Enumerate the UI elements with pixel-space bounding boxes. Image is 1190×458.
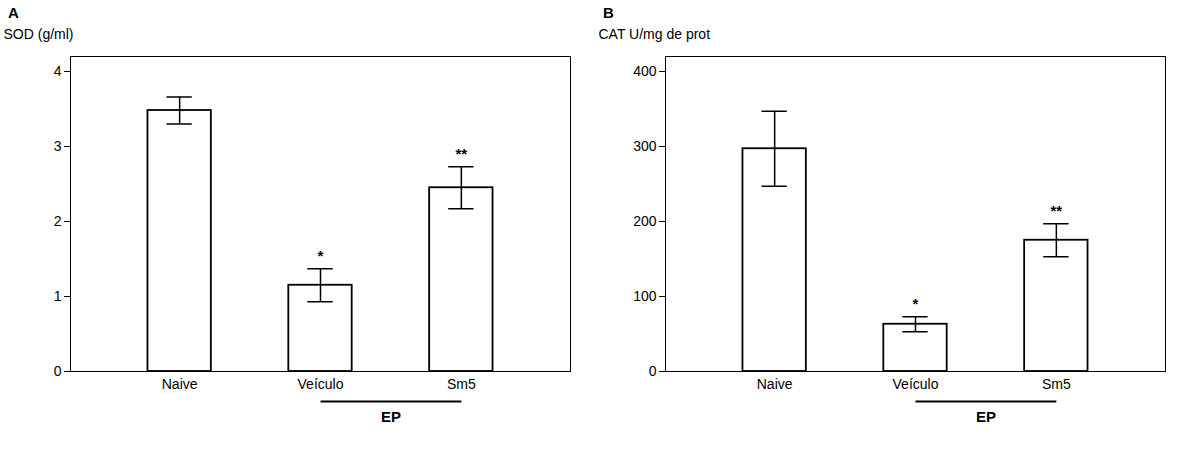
html-text:A: A: [8, 4, 19, 21]
svg-text:Naive: Naive: [757, 376, 793, 392]
html-text:B: B: [603, 4, 614, 21]
svg-text:3: 3: [54, 138, 62, 154]
svg-text:Sm5: Sm5: [447, 376, 476, 392]
svg-text:0: 0: [54, 363, 62, 379]
svg-text:**: **: [456, 145, 468, 162]
svg-text:Sm5: Sm5: [1042, 376, 1071, 392]
svg-text:100: 100: [633, 288, 657, 304]
svg-text:EP: EP: [976, 408, 996, 425]
svg-text:0: 0: [649, 363, 657, 379]
svg-text:300: 300: [633, 138, 657, 154]
svg-text:*: *: [913, 295, 919, 312]
svg-text:EP: EP: [381, 408, 401, 425]
svg-text:200: 200: [633, 213, 657, 229]
svg-text:400: 400: [633, 63, 657, 79]
svg-text:1: 1: [54, 288, 62, 304]
svg-text:CAT U/mg de prot: CAT U/mg de prot: [599, 26, 711, 42]
svg-text:*: *: [318, 247, 324, 264]
svg-text:2: 2: [54, 213, 62, 229]
svg-text:4: 4: [54, 63, 62, 79]
svg-text:Veículo: Veículo: [893, 376, 939, 392]
svg-text:**: **: [1051, 202, 1063, 219]
svg-text:Naive: Naive: [162, 376, 198, 392]
svg-text:SOD (g/ml): SOD (g/ml): [4, 26, 74, 42]
svg-text:Veículo: Veículo: [298, 376, 344, 392]
